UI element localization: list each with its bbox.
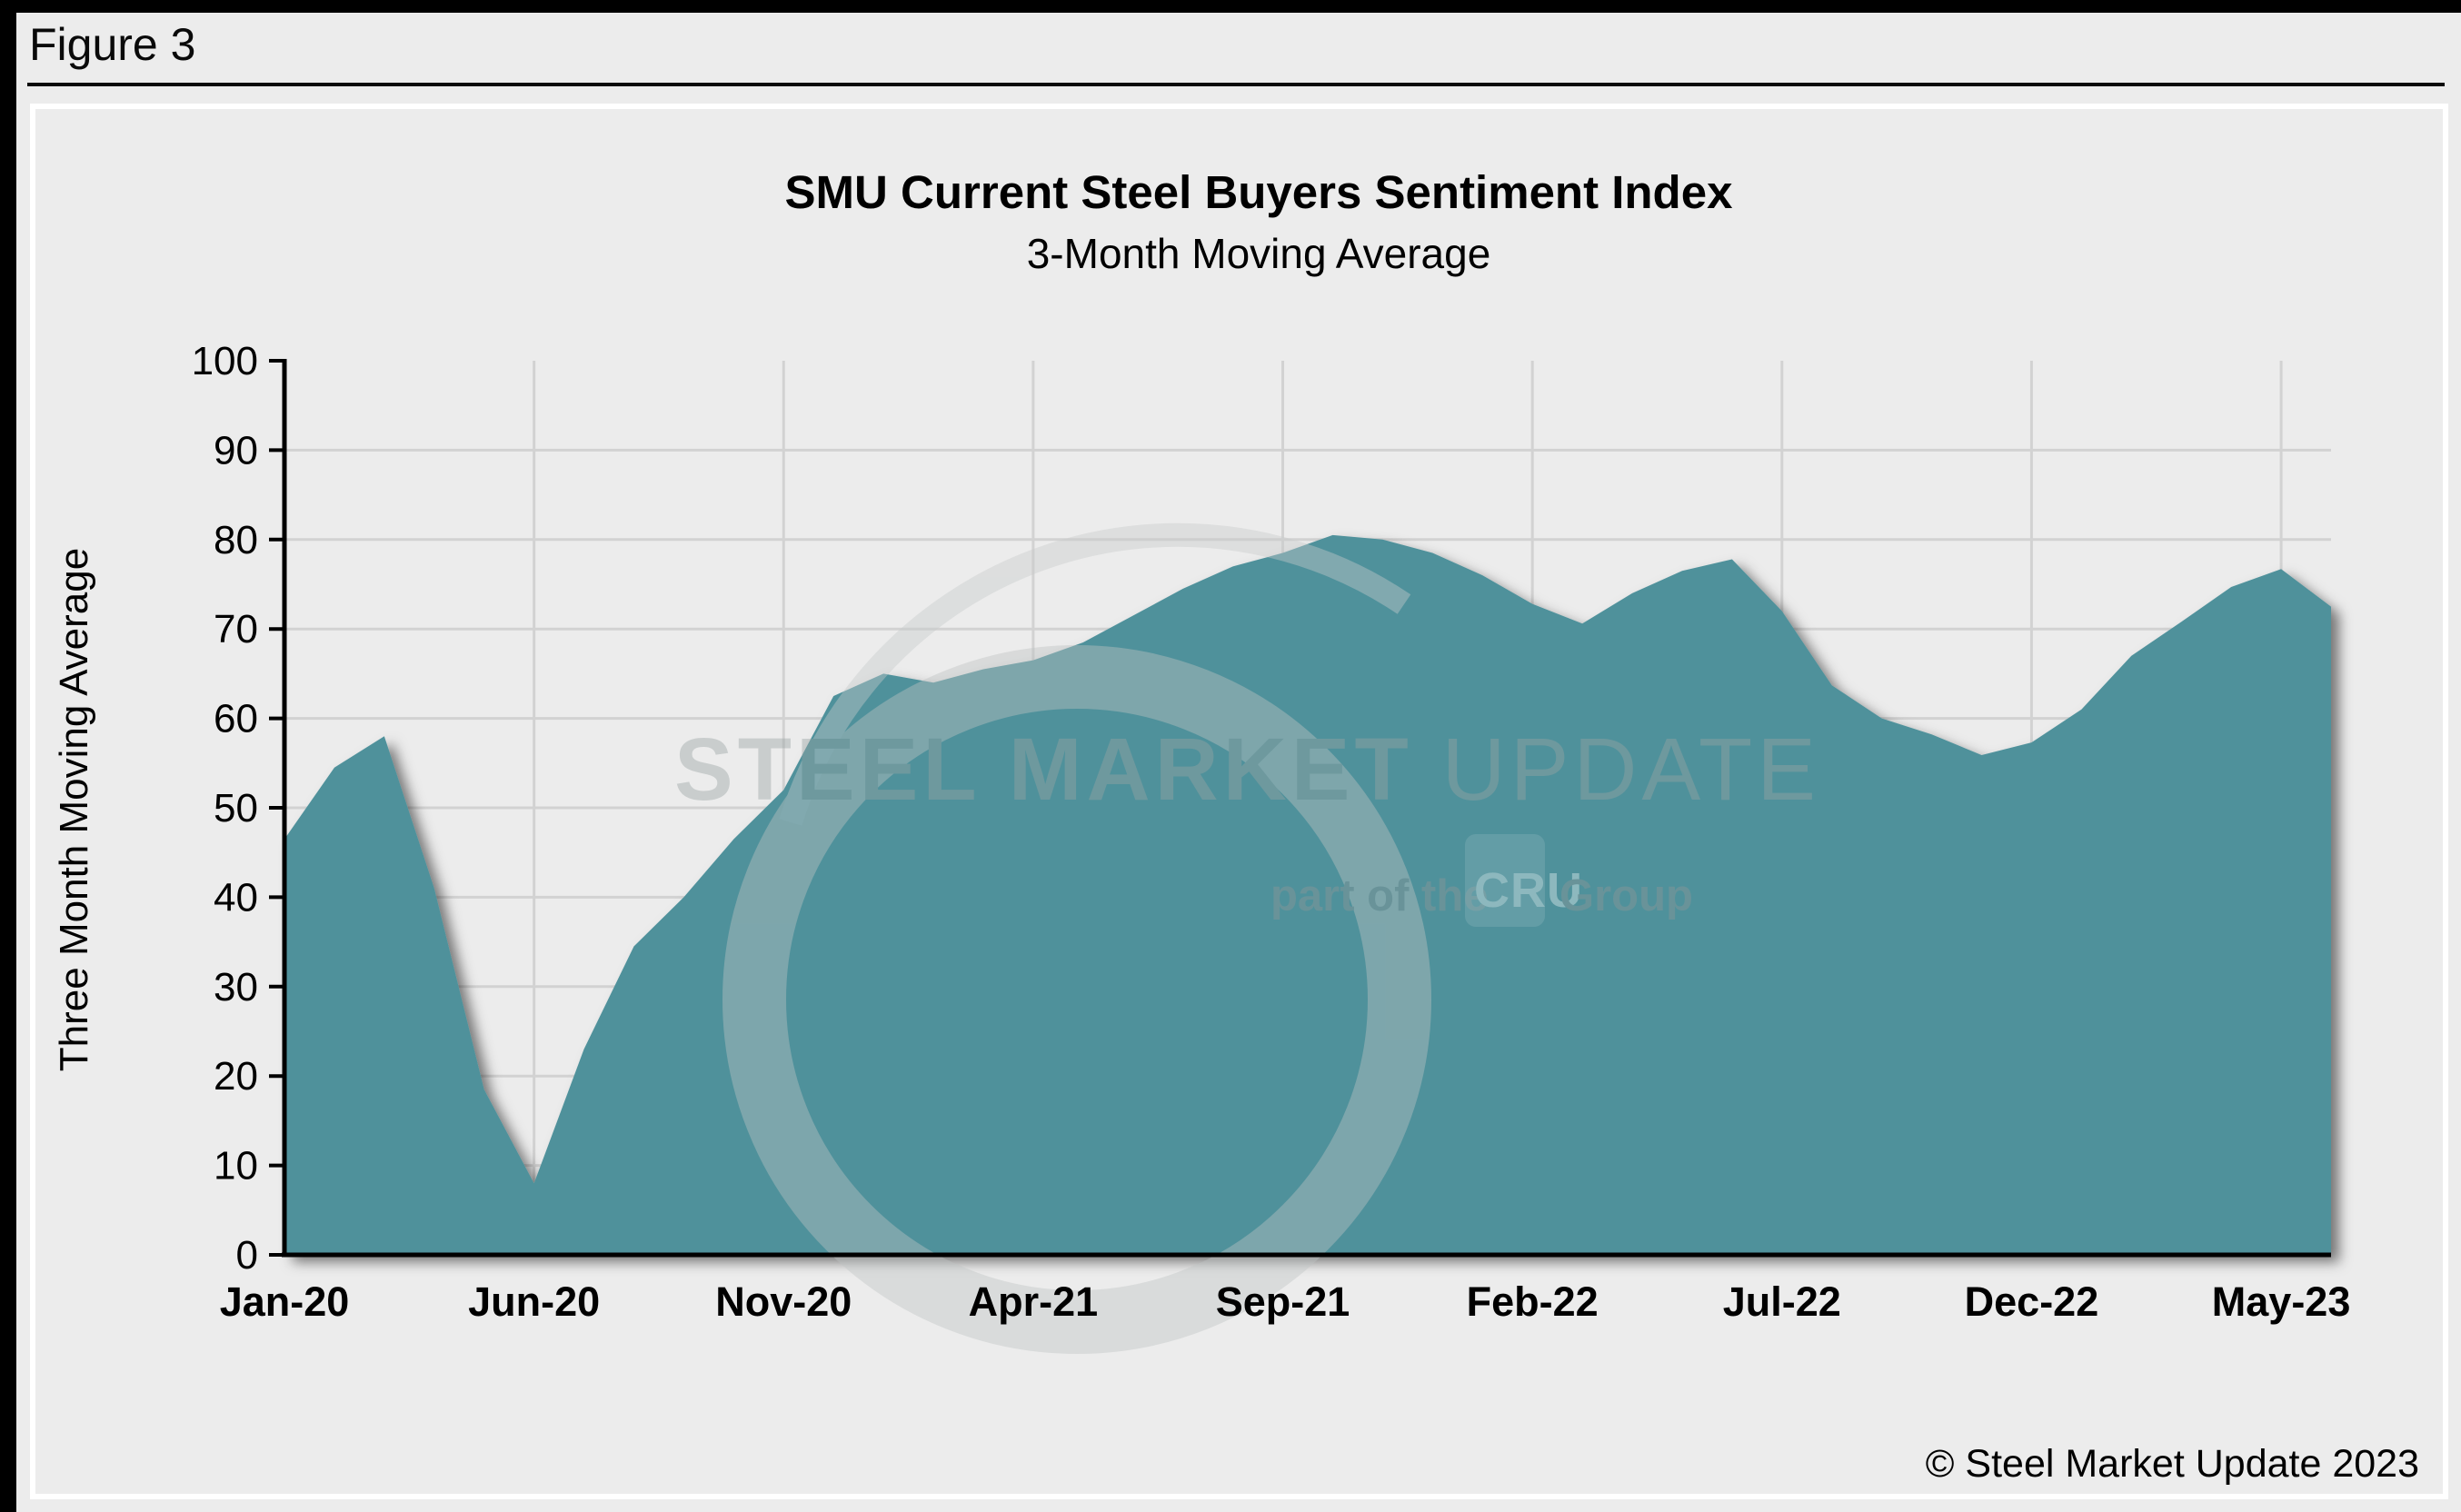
cru-logo-box bbox=[1465, 834, 1545, 927]
figure-rule bbox=[27, 83, 2445, 86]
sentiment-area bbox=[284, 534, 2331, 1255]
y-tick-label: 100 bbox=[192, 339, 258, 383]
y-tick-label: 50 bbox=[214, 786, 258, 831]
y-axis-labels: 0 10 20 30 40 50 60 70 80 90 100 bbox=[192, 339, 258, 1278]
y-tick-label: 30 bbox=[214, 965, 258, 1010]
x-tick-label: Jul-22 bbox=[1723, 1278, 1841, 1325]
y-tick-label: 70 bbox=[214, 607, 258, 652]
x-tick-label: Apr-21 bbox=[969, 1278, 1099, 1325]
cru-logo-text: CRU bbox=[1474, 863, 1583, 918]
watermark-text-partofthe: part of the bbox=[1270, 871, 1489, 920]
area-series bbox=[284, 534, 2331, 1255]
y-tick-label: 90 bbox=[214, 428, 258, 472]
chart-title: SMU Current Steel Buyers Sentiment Index bbox=[784, 166, 1733, 218]
y-axis-ticks bbox=[269, 359, 284, 1257]
x-tick-label: Feb-22 bbox=[1467, 1278, 1599, 1325]
watermark-text-main: STEEL MARKET UPDATE bbox=[674, 720, 1820, 819]
y-tick-label: 60 bbox=[214, 697, 258, 741]
y-tick-label: 40 bbox=[214, 875, 258, 920]
y-tick-label: 10 bbox=[214, 1144, 258, 1189]
x-tick-label: May-23 bbox=[2212, 1278, 2351, 1325]
watermark-text-group: Group bbox=[1559, 871, 1693, 920]
copyright-text: © Steel Market Update 2023 bbox=[1925, 1442, 2419, 1486]
watermark-swoosh-icon bbox=[779, 522, 1411, 826]
smu-watermark: STEEL MARKET UPDATE part of the CRU Grou… bbox=[674, 522, 1820, 1354]
x-tick-label: Jan-20 bbox=[220, 1278, 350, 1325]
figure-label: Figure 3 bbox=[29, 19, 196, 70]
y-tick-label: 0 bbox=[236, 1233, 258, 1278]
top-black-bar bbox=[0, 0, 2461, 13]
watermark-circle-logo-icon bbox=[722, 645, 1431, 1354]
x-tick-label: Nov-20 bbox=[715, 1278, 852, 1325]
x-tick-label: Dec-22 bbox=[1965, 1278, 2099, 1325]
left-black-bar bbox=[0, 0, 16, 1512]
chart-subtitle: 3-Month Moving Average bbox=[1026, 230, 1491, 277]
x-axis-labels: Jan-20 Jun-20 Nov-20 Apr-21 Sep-21 Feb-22 Jul-… bbox=[220, 1278, 2351, 1325]
y-tick-label: 20 bbox=[214, 1054, 258, 1099]
y-tick-label: 80 bbox=[214, 518, 258, 562]
x-tick-label: Jun-20 bbox=[468, 1278, 600, 1325]
x-tick-label: Sep-21 bbox=[1216, 1278, 1350, 1325]
